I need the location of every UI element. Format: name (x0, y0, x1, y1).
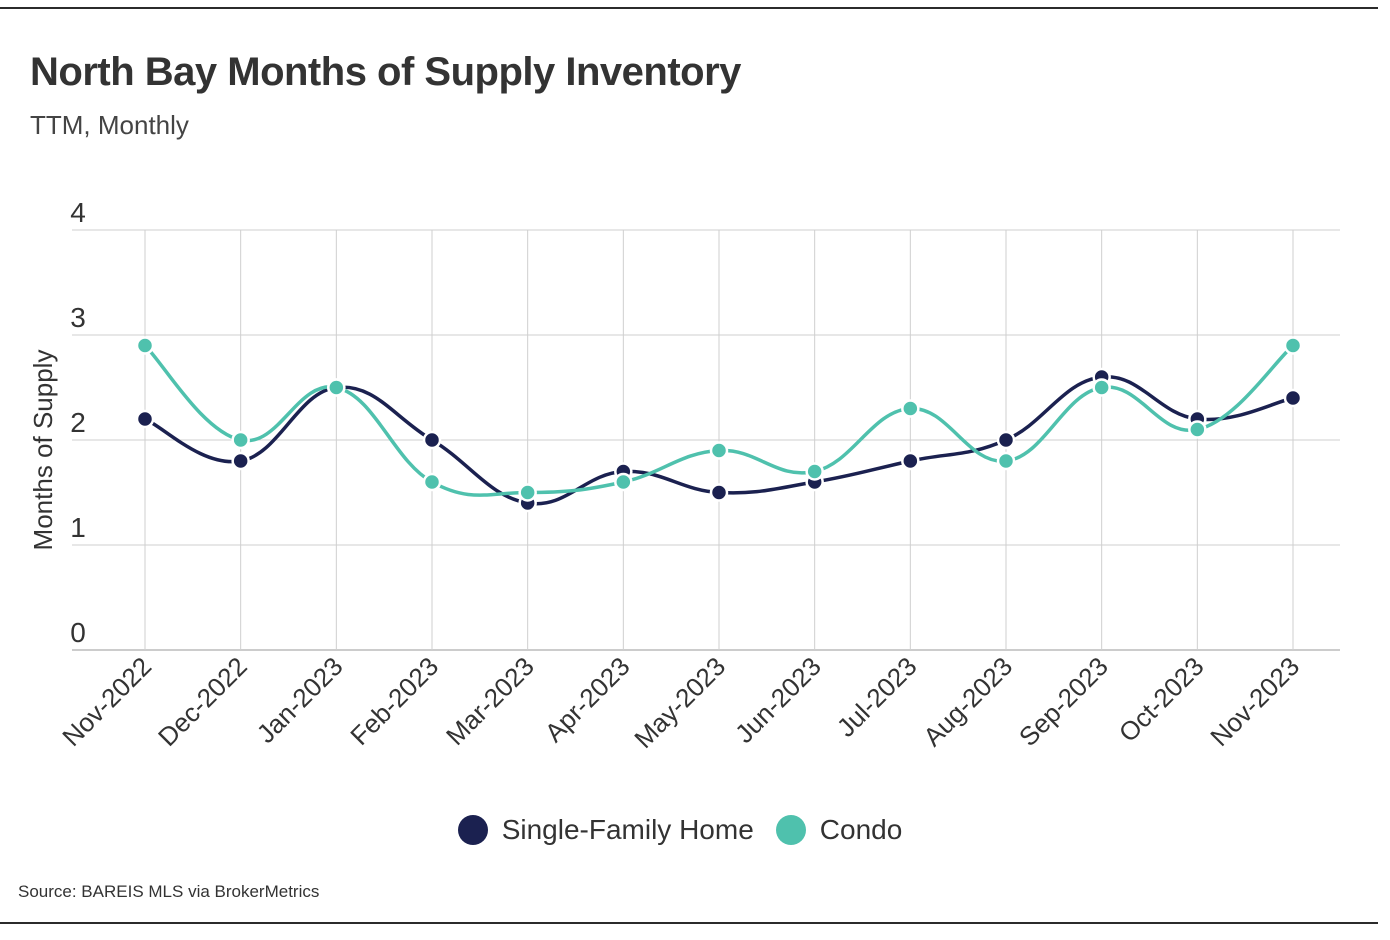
data-point-single-family (709, 483, 729, 502)
x-tick-label: May-2023 (628, 651, 731, 754)
x-tick-label: Sep-2023 (1013, 651, 1114, 752)
data-point-condo (327, 378, 346, 397)
x-tick-label: Jan-2023 (251, 651, 349, 749)
legend-swatch-condo (775, 815, 806, 845)
chart-subtitle: TTM, Monthly (30, 110, 189, 140)
data-point-condo (996, 451, 1016, 471)
x-tick-label: Jul-2023 (831, 651, 923, 743)
x-tick-label: Apr-2023 (539, 651, 636, 748)
y-tick-label: 1 (70, 512, 86, 543)
data-point-single-family (422, 430, 442, 450)
data-point-condo (614, 472, 633, 492)
x-tick-label: Oct-2023 (1113, 651, 1210, 748)
y-axis-label: Months of Supply (28, 350, 58, 551)
data-point-condo (422, 472, 442, 492)
x-tick-label: Dec-2022 (152, 651, 253, 752)
legend: Single-Family Home Condo (0, 814, 1360, 846)
y-tick-label: 3 (70, 302, 86, 333)
data-point-single-family (996, 430, 1016, 450)
x-tick-label: Feb-2023 (344, 651, 444, 751)
legend-item-condo[interactable]: Condo (775, 814, 903, 846)
legend-item-single-family[interactable]: Single-Family Home (457, 814, 754, 846)
y-tick-label: 2 (70, 407, 86, 438)
legend-label-single-family: Single-Family Home (501, 814, 754, 845)
top-rule (0, 7, 1378, 9)
data-point-single-family (901, 451, 920, 471)
source-note: Source: BAREIS MLS via BrokerMetrics (18, 882, 320, 901)
data-point-condo (709, 441, 729, 460)
line-chart: 0 1 2 3 4 Nov-2022Dec-2022Jan-2023Feb-2023Mar… (28, 197, 1340, 754)
x-tick-label: Aug-2023 (917, 651, 1018, 752)
data-point-condo (135, 336, 155, 355)
x-tick-label: Jun-2023 (729, 651, 827, 749)
bottom-rule (0, 922, 1378, 924)
y-tick-label: 4 (70, 197, 86, 228)
x-tick-label: Mar-2023 (440, 651, 540, 751)
data-point-condo (1283, 336, 1303, 355)
data-point-single-family (231, 451, 250, 471)
data-point-condo (518, 483, 537, 502)
chart-title: North Bay Months of Supply Inventory (30, 50, 741, 94)
x-tick-label: Nov-2023 (1204, 651, 1305, 752)
data-point-condo (1092, 378, 1111, 397)
data-point-condo (231, 430, 250, 450)
data-point-condo (805, 462, 824, 481)
legend-swatch-single-family (457, 815, 488, 845)
x-tick-label: Nov-2022 (56, 651, 157, 752)
data-point-condo (1188, 420, 1207, 439)
y-tick-label: 0 (70, 617, 86, 648)
legend-label-condo: Condo (819, 814, 903, 845)
data-point-single-family (135, 409, 155, 429)
data-point-single-family (1283, 388, 1303, 408)
data-point-condo (901, 399, 920, 418)
